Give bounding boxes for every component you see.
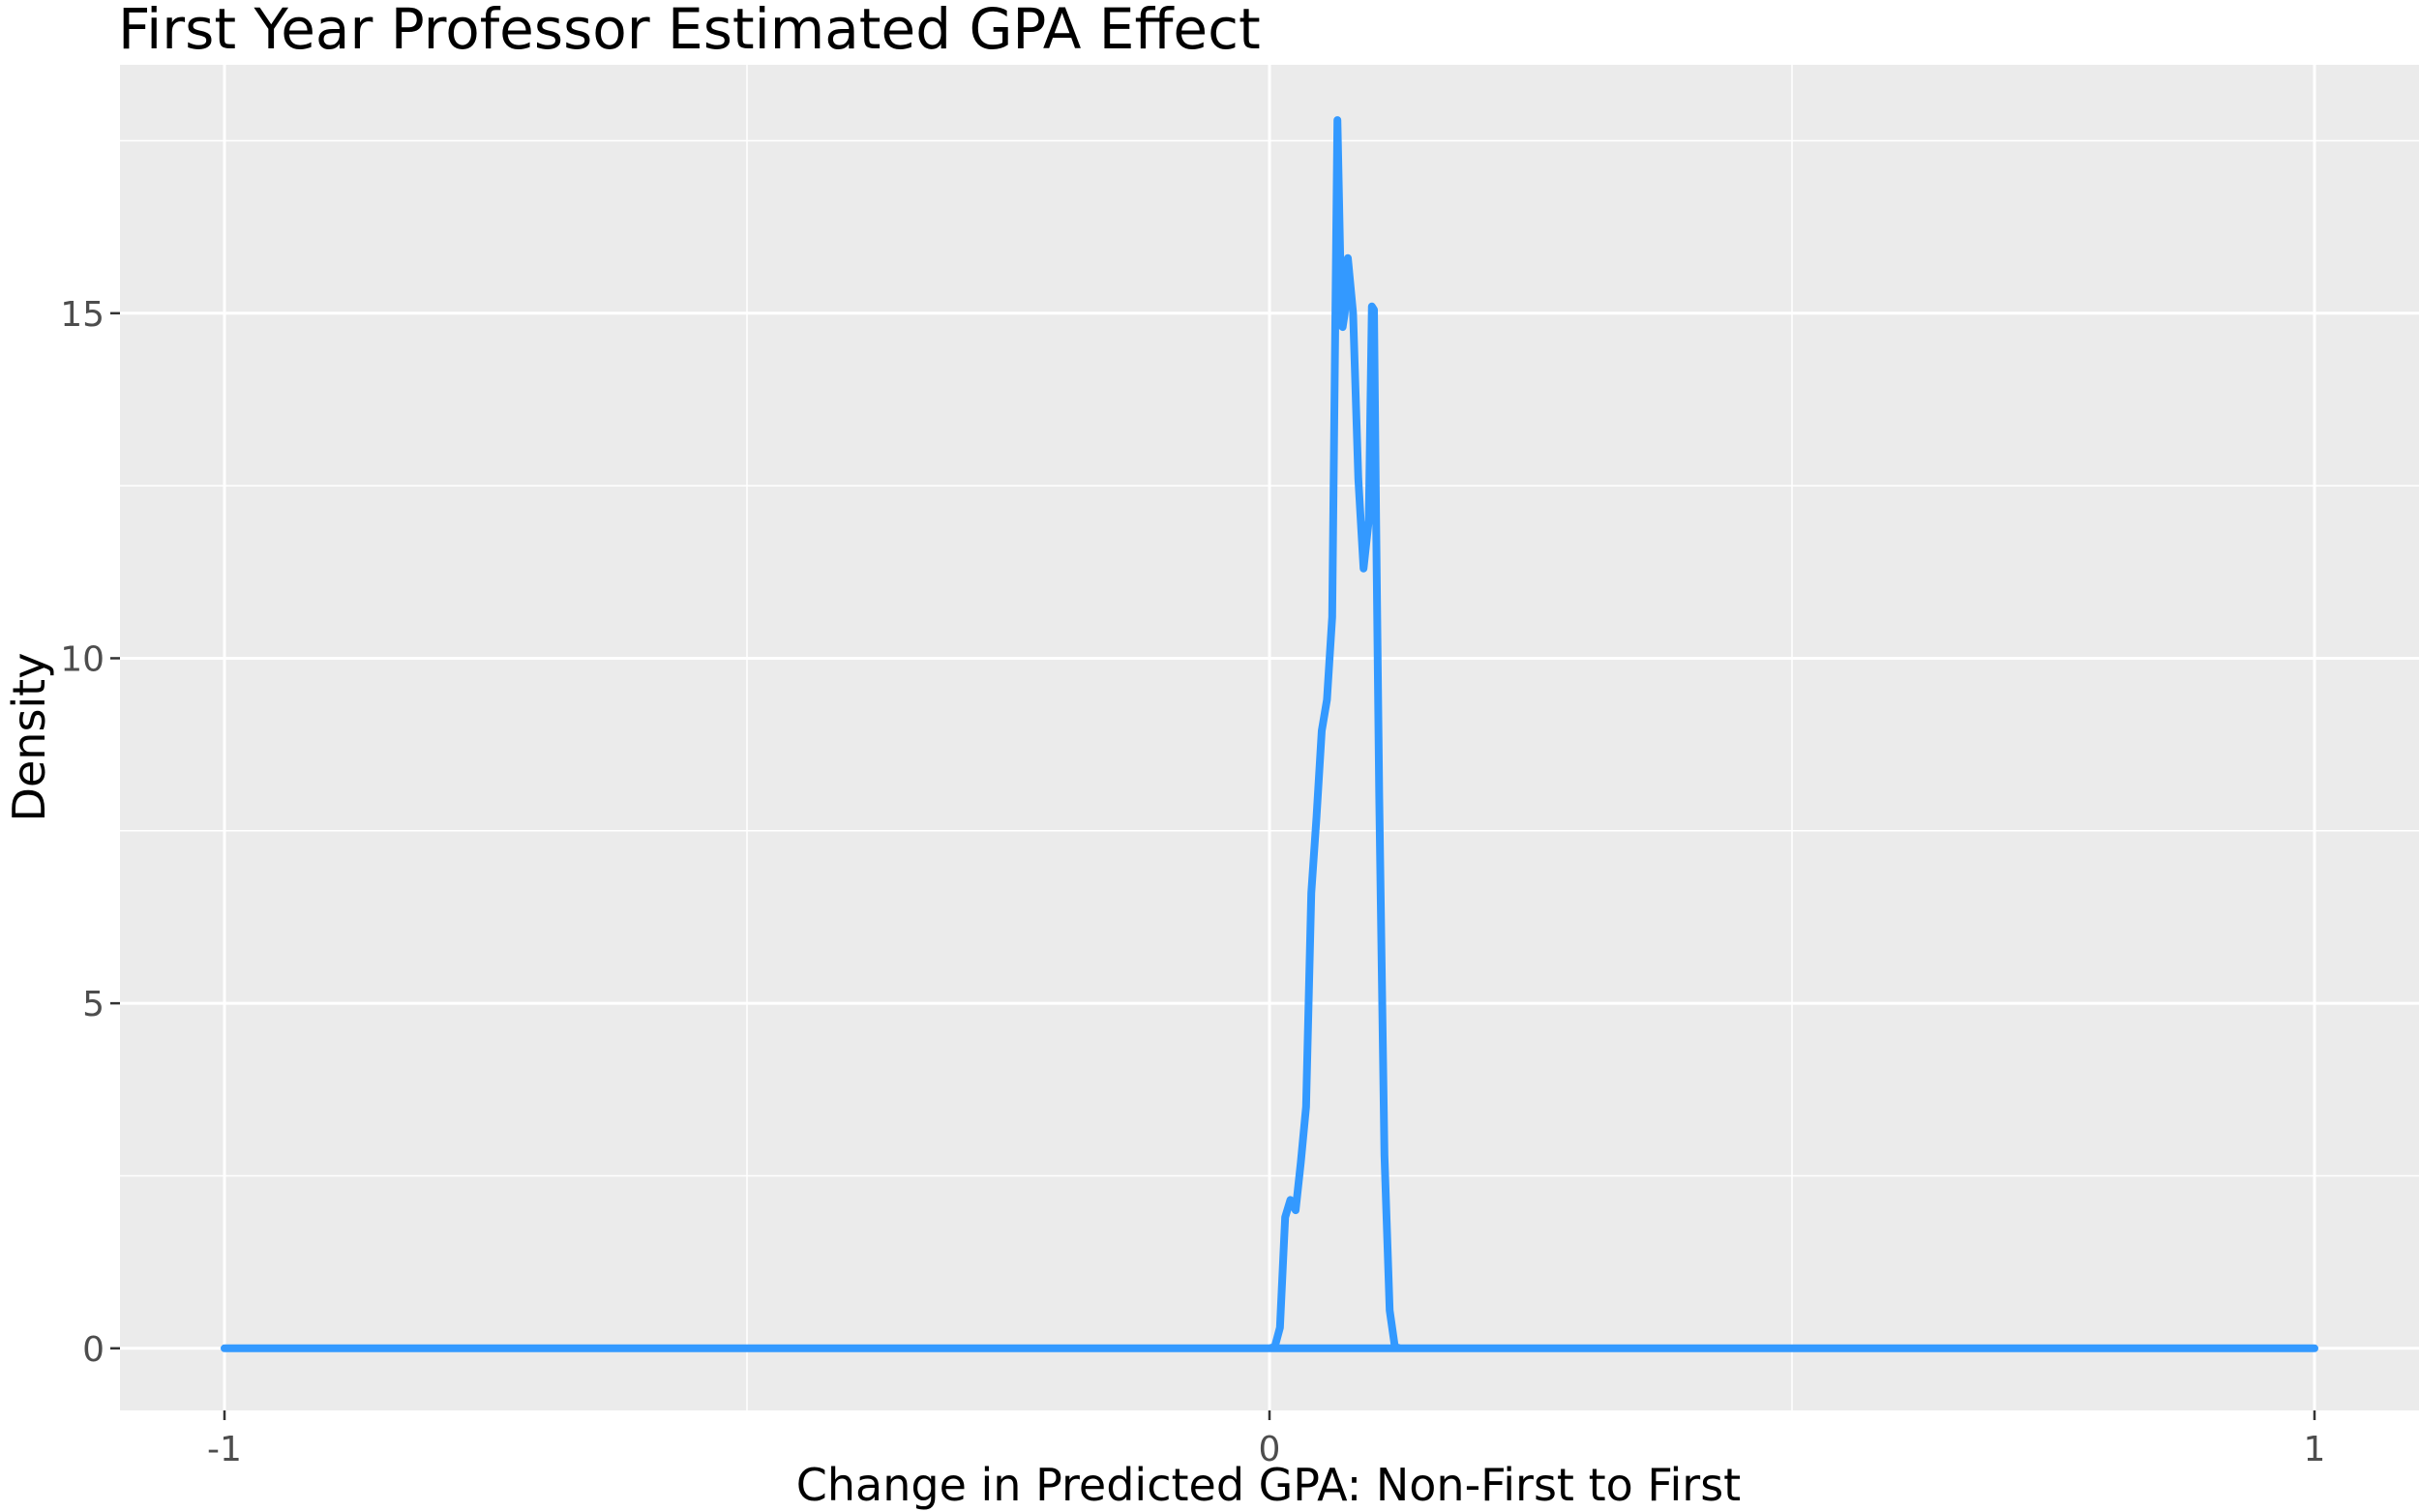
x-tick-label: 1 <box>2304 1430 2326 1469</box>
y-tick-label: 0 <box>82 1330 105 1370</box>
chart-title: First Year Professor Estimated GPA Effec… <box>118 0 1261 62</box>
y-tick-label: 15 <box>60 295 105 335</box>
y-tick-label: 5 <box>82 985 105 1024</box>
y-axis-label: Density <box>3 653 55 822</box>
density-curve <box>221 116 2318 1352</box>
x-tick-label: 0 <box>1259 1430 1281 1469</box>
y-tick-label: 10 <box>60 639 105 679</box>
axis-ticks <box>110 311 2316 1420</box>
x-axis-label: Change in Predicted GPA: Non-First to Fi… <box>796 1459 1741 1511</box>
x-tick-label: -1 <box>207 1430 242 1469</box>
